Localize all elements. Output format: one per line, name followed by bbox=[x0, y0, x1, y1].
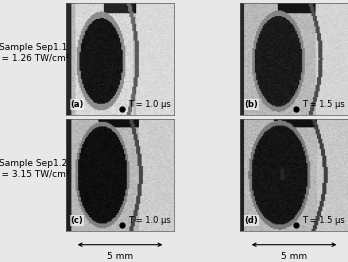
Text: (b): (b) bbox=[244, 100, 258, 109]
Text: T = 1.5 μs: T = 1.5 μs bbox=[302, 100, 345, 109]
Text: (c): (c) bbox=[70, 216, 83, 225]
Text: (a): (a) bbox=[70, 100, 84, 109]
Text: 5 mm: 5 mm bbox=[107, 252, 133, 261]
Text: T = 1.0 μs: T = 1.0 μs bbox=[128, 216, 171, 225]
Text: Sample Sep1.2
I = 3.15 TW/cm²: Sample Sep1.2 I = 3.15 TW/cm² bbox=[0, 159, 70, 179]
Text: (d): (d) bbox=[244, 216, 258, 225]
Text: 5 mm: 5 mm bbox=[281, 252, 307, 261]
Text: T = 1.5 μs: T = 1.5 μs bbox=[302, 216, 345, 225]
Text: Sample Sep1.1
I = 1.26 TW/cm²: Sample Sep1.1 I = 1.26 TW/cm² bbox=[0, 43, 70, 63]
Text: T = 1.0 μs: T = 1.0 μs bbox=[128, 100, 171, 109]
